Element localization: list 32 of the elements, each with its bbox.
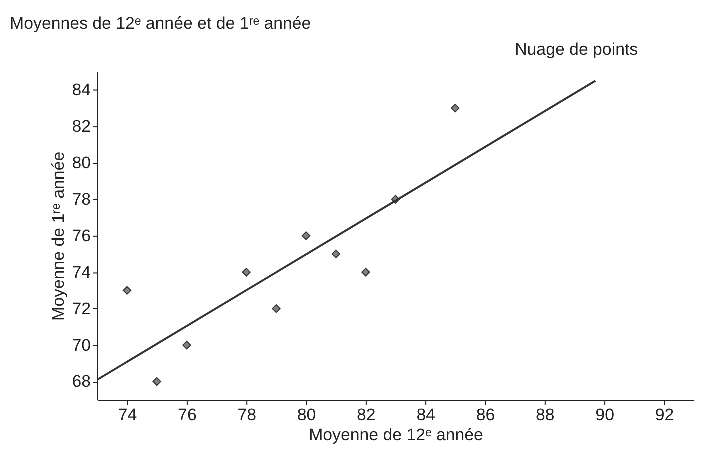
- x-tick-label: 90: [596, 405, 614, 424]
- x-tick-label: 76: [178, 405, 197, 424]
- y-tick-label: 80: [72, 153, 91, 172]
- point: [362, 268, 370, 277]
- y-tick-label: 72: [72, 299, 91, 318]
- y-tick-label: 70: [72, 336, 91, 355]
- x-axis-title: Moyenne de 12ᵉ année: [309, 425, 484, 444]
- x-tick-label: 80: [297, 405, 316, 424]
- y-tick-label: 84: [72, 80, 91, 100]
- point: [272, 304, 281, 314]
- point: [332, 250, 340, 259]
- point: [122, 286, 132, 295]
- text: Nuage de points: [515, 40, 638, 59]
- y-tick-label: 76: [72, 226, 91, 246]
- x-tick-label: 84: [416, 405, 436, 424]
- point: [182, 340, 192, 350]
- y-tick-label: 74: [72, 262, 91, 282]
- point: [451, 104, 460, 113]
- point: [152, 377, 162, 386]
- x-tick-label: 78: [238, 405, 256, 424]
- x-tick-label: 88: [536, 405, 555, 424]
- y-tick-label: 82: [72, 117, 91, 136]
- point: [302, 232, 311, 240]
- point: [242, 268, 251, 277]
- y-tick-label: 78: [72, 190, 91, 209]
- x-tick-label: 74: [118, 405, 138, 424]
- chart-title: Moyennes de 12ᵉ année et de 1ʳᵉ année: [10, 14, 312, 34]
- x-tick-label: 86: [476, 405, 496, 424]
- y-tick-label: 68: [72, 372, 91, 392]
- x-tick-label: 82: [357, 405, 376, 424]
- x-tick-label: 92: [655, 405, 674, 424]
- y-axis-title: Moyenne de 1ʳᵉ année: [49, 152, 68, 321]
